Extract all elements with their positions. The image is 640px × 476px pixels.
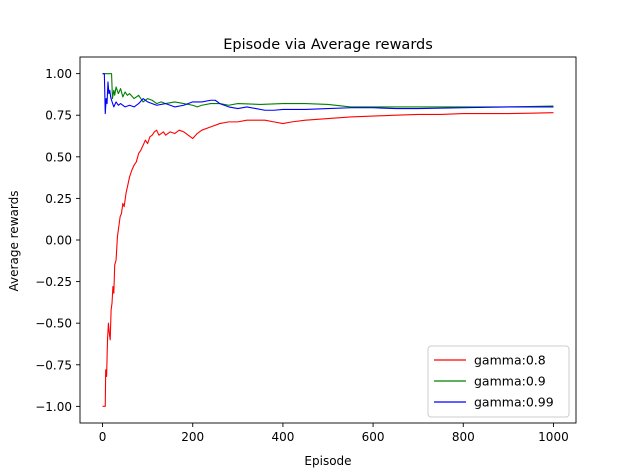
y-tick-label: 0.75	[45, 109, 72, 123]
y-tick-label: 0.50	[45, 150, 72, 164]
x-axis-label: Episode	[304, 454, 351, 468]
y-tick-label: −0.75	[35, 358, 72, 372]
x-tick-label: 800	[452, 430, 475, 444]
legend: gamma:0.8 gamma:0.9 gamma:0.99	[427, 345, 570, 418]
plot-lines	[102, 73, 554, 407]
legend-label: gamma:0.8	[474, 353, 546, 368]
chart-title: Episode via Average rewards	[223, 37, 433, 53]
series-line-2	[102, 73, 554, 108]
x-tick-label: 1000	[538, 430, 569, 444]
y-tick-label: −0.25	[35, 275, 72, 289]
legend-label: gamma:0.99	[474, 395, 554, 410]
x-tick-label: 600	[362, 430, 385, 444]
y-tick-label: −1.00	[35, 400, 72, 414]
series-line-1	[102, 112, 554, 407]
y-tick-label: −0.50	[35, 317, 72, 331]
y-tick-label: 0.00	[45, 234, 72, 248]
x-tick-label: 400	[271, 430, 294, 444]
y-axis-ticks: −1.00 −0.75 −0.50 −0.25 0.00 0.25 0.50 0.75 1.00	[35, 67, 80, 414]
legend-box	[427, 345, 570, 418]
y-tick-label: 1.00	[45, 67, 72, 81]
y-axis-label: Average rewards	[7, 191, 21, 292]
x-tick-label: 0	[99, 430, 107, 444]
x-axis-ticks: 0 200 400 600 800 1000	[99, 423, 569, 444]
x-tick-label: 200	[181, 430, 204, 444]
series-line-3	[102, 73, 554, 115]
legend-label: gamma:0.9	[474, 374, 546, 389]
y-tick-label: 0.25	[45, 192, 72, 206]
